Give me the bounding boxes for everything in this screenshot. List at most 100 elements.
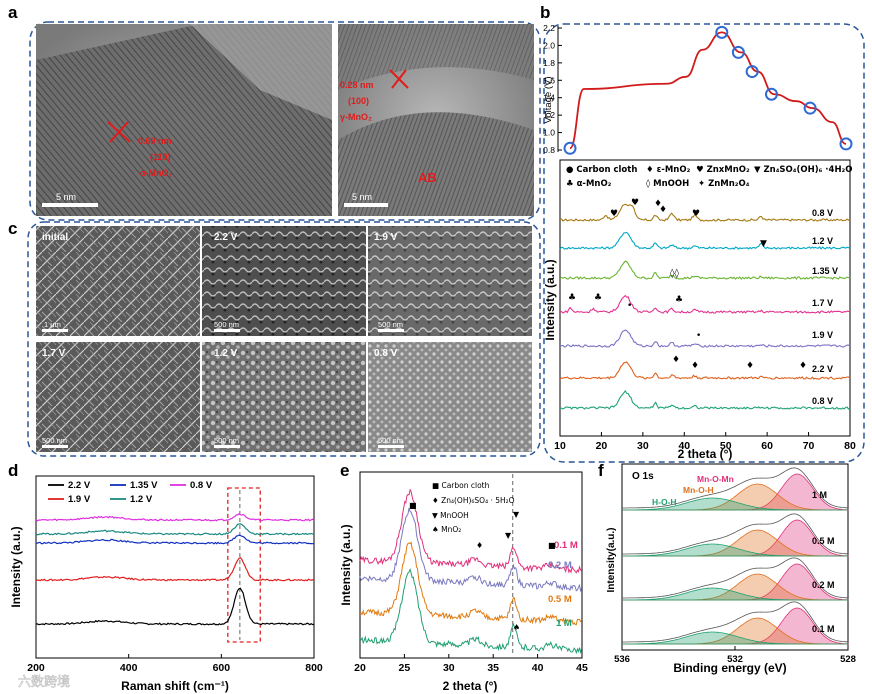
raman-series-line [35,587,314,626]
xrd-series-line [559,389,851,410]
f-component-label: Mn-O-Mn [697,474,734,484]
sem-label-2-2v: 2.2 V [214,232,238,243]
plane-label-right: (100) [348,96,369,106]
xrd-peak-marker: ♥ [692,209,700,219]
xrd-legend-entry: ◊ MnOOH [646,179,689,189]
voltage-axis-label: Voltage (V) [543,77,554,124]
xrd-series-label: 0.8 V [812,396,833,406]
f-x-tick-label: 532 [727,654,743,665]
sem-scale-bar-2-2v [214,329,240,332]
e-series-label: 0.1 M [554,540,578,551]
sem-scale-text-0-8v: 500 nm [378,436,403,445]
raman-legend-label: 1.35 V [130,480,158,491]
scale-bar-text-right: 5 nm [352,192,372,202]
xrd-series-line [559,231,851,250]
e-x-tick-label: 30 [443,662,455,674]
raman-legend-label: 1.2 V [130,494,153,505]
panel-c-frame [27,221,541,457]
e-series-line [359,541,582,626]
sem-scale-text-initial: 1 μm [44,320,61,329]
tem-image-left: 0.69 nm (110) α-MnO₂ 5 nm [36,24,332,216]
sem-label-1-7v: 1.7 V [42,348,66,359]
xps-chart: Intensity(a.u.) Binding energy (eV) O 1s… [606,463,856,675]
raman-x-axis-label: Raman shift (cm⁻¹) [121,679,229,693]
f-series-label: 1 M [812,490,827,500]
xrd-legend-entry: ✦ ZnMn₂O₄ [698,179,750,189]
f-envelope-line [622,601,848,643]
xrd-series-line [559,329,851,348]
xrd-peak-marker: ▼ [760,239,767,249]
xrd-x-tick-label: 70 [803,440,815,452]
xrd-plot-frame [559,159,851,437]
e-peak-marker: ■ [409,501,417,510]
tem-image-right: 0.28 nm (100) γ-MnO₂ AB 5 nm [338,24,534,216]
sem-tile-1-9v [368,226,532,336]
voltage-tick-label: 1.6 [543,75,555,85]
sem-tile-initial [36,226,200,336]
sem-scale-text-1-9v: 500 nm [378,320,403,329]
raman-legend-label: 0.8 V [190,480,213,491]
e-x-tick-label: 25 [399,662,411,674]
xrd-peak-marker: ♦ [691,361,699,371]
xrd-y-axis-label: Intensity (a.u.) [543,259,557,340]
voltage-marker [839,137,853,151]
xrd-x-tick-label: 10 [554,440,566,452]
xrd-peak-marker: • [627,301,632,311]
sem-scale-text-2-2v: 500 nm [214,320,239,329]
e-legend-entry: ▼ MnOOH [432,511,469,520]
f-component-label: Mn-O-H [683,485,714,495]
xrd-x-tick-label: 20 [596,440,608,452]
f-envelope-line [622,513,848,555]
voltage-profile-chart: Voltage (V) 0.8 1.0 1.2 1.4 1.6 1.8 2.0 2.2 [543,23,853,155]
f-envelope-line [622,557,848,599]
raman-highlight-box [227,487,261,643]
raman-series-line [35,523,315,536]
raman-legend-label: 1.9 V [68,494,91,505]
xrd-peak-marker: ♦ [746,361,754,371]
sem-label-1-2v: 1.2 V [214,348,238,359]
voltage-marker [731,45,745,59]
sem-scale-bar-1-7v [42,445,68,448]
sem-scale-bar-1-9v [378,329,404,332]
voltage-tick-label: 1.2 [543,110,555,120]
xrd-peak-marker: ♦ [672,355,680,365]
e-peak-marker: ♦ [476,541,483,550]
e-x-tick-label: 40 [532,662,544,674]
phase-label-right: γ-MnO₂ [340,112,372,122]
xrd-series-line [559,260,851,281]
e-plot-frame [359,471,583,659]
xrd-series-label: 0.8 V [812,208,833,218]
e-peak-marker: ♠ [513,623,520,632]
xrd-peak-marker: ♦ [654,199,662,209]
e-x-axis-label: 2 theta (°) [443,679,498,693]
f-x-tick-label: 528 [840,654,856,665]
e-y-axis-label: Intensity (a.u.) [339,524,353,605]
e-series-line [359,568,583,655]
f-series-label: 0.2 M [812,580,835,590]
f-component-fill [622,631,848,645]
xrd-x-tick-label: 40 [678,440,690,452]
voltage-marker [764,87,778,101]
raman-chart: Intensity (a.u.) Raman shift (cm⁻¹) 200 4… [9,475,323,693]
e-x-tick-label: 35 [487,662,499,674]
raman-series-line [35,534,315,545]
panel-a-frame [29,21,541,221]
f-y-axis-label: Intensity(a.u.) [606,527,617,592]
voltage-tick-label: 1.0 [543,128,555,138]
sem-tile-1-2v [202,342,366,452]
xrd-series-label: 1.2 V [812,236,833,246]
e-peak-marker: ▼ [513,510,520,519]
raman-x-tick-label: 600 [213,662,231,674]
plane-label-left: (110) [150,152,171,162]
e-peak-marker: ▼ [505,531,512,540]
d-spacing-label-right: 0.28 nm [340,80,374,90]
xrd-peak-marker: ♣ [675,295,683,305]
sem-scale-bar-initial [42,329,68,332]
f-title: O 1s [632,471,654,482]
voltage-tick-label: 2.2 [543,23,555,33]
xrd-legend-entry: ● Carbon cloth [566,165,637,175]
panel-letter-b: b [540,3,550,22]
xrd-x-tick-label: 80 [844,440,856,452]
raman-x-tick-label: 800 [305,662,323,674]
